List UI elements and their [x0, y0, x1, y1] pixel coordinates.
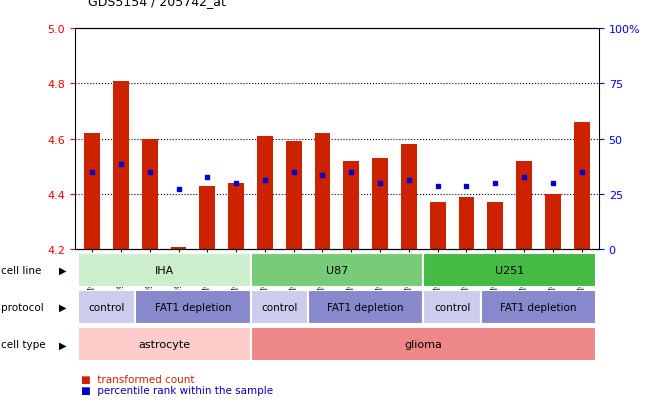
- Text: U251: U251: [495, 265, 524, 275]
- Bar: [251, 328, 596, 361]
- Bar: [77, 290, 135, 324]
- Text: control: control: [89, 302, 125, 312]
- Bar: [574, 123, 590, 250]
- Bar: [229, 183, 244, 250]
- Bar: [545, 195, 561, 250]
- Text: U87: U87: [326, 265, 348, 275]
- Bar: [488, 203, 503, 250]
- Bar: [343, 161, 359, 250]
- Text: ■  transformed count: ■ transformed count: [81, 374, 195, 384]
- Bar: [423, 290, 481, 324]
- Bar: [430, 203, 445, 250]
- Bar: [135, 290, 251, 324]
- Bar: [401, 145, 417, 250]
- Bar: [286, 142, 301, 250]
- Bar: [257, 137, 273, 250]
- Bar: [113, 81, 129, 250]
- Bar: [372, 159, 388, 250]
- Text: cell line: cell line: [1, 265, 42, 275]
- Bar: [481, 290, 596, 324]
- Text: ▶: ▶: [59, 339, 67, 349]
- Text: astrocyte: astrocyte: [138, 339, 190, 349]
- Text: ▶: ▶: [59, 302, 67, 312]
- Bar: [77, 253, 251, 287]
- Bar: [84, 134, 100, 250]
- Text: ▶: ▶: [59, 265, 67, 275]
- Bar: [251, 253, 423, 287]
- Bar: [314, 134, 331, 250]
- Text: FAT1 depletion: FAT1 depletion: [500, 302, 577, 312]
- Text: FAT1 depletion: FAT1 depletion: [327, 302, 404, 312]
- Bar: [251, 290, 308, 324]
- Bar: [308, 290, 423, 324]
- Text: control: control: [261, 302, 298, 312]
- Bar: [142, 139, 158, 250]
- Text: protocol: protocol: [1, 302, 44, 312]
- Bar: [77, 328, 251, 361]
- Bar: [516, 161, 532, 250]
- Bar: [458, 197, 475, 250]
- Text: ■  percentile rank within the sample: ■ percentile rank within the sample: [81, 385, 273, 395]
- Bar: [199, 186, 215, 250]
- Text: control: control: [434, 302, 470, 312]
- Bar: [423, 253, 596, 287]
- Bar: [171, 247, 186, 250]
- Text: glioma: glioma: [404, 339, 442, 349]
- Text: FAT1 depletion: FAT1 depletion: [155, 302, 231, 312]
- Text: cell type: cell type: [1, 339, 46, 349]
- Text: GDS5154 / 205742_at: GDS5154 / 205742_at: [88, 0, 226, 8]
- Text: IHA: IHA: [154, 265, 174, 275]
